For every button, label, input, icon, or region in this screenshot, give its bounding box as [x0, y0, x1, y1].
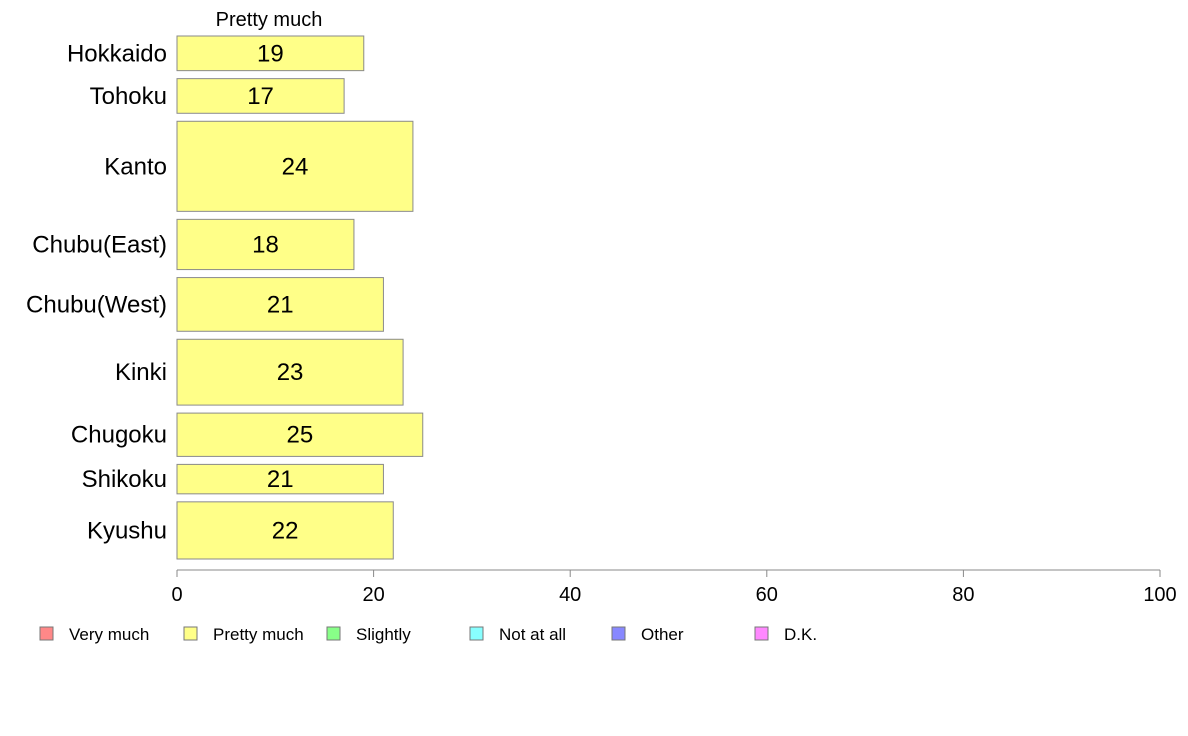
category-label: Kinki — [115, 359, 167, 386]
category-label: Kanto — [104, 153, 167, 180]
value-label: 17 — [247, 83, 274, 110]
category-label: Chugoku — [71, 422, 167, 449]
value-label: 21 — [267, 291, 294, 318]
category-label: Tohoku — [90, 83, 167, 110]
bar-kinki — [176, 338, 404, 406]
bar-tohoku — [176, 78, 345, 114]
value-label: 25 — [287, 422, 314, 449]
value-label: 19 — [257, 40, 284, 67]
legend-label: Slightly — [356, 625, 411, 644]
category-label: Hokkaido — [67, 40, 167, 67]
bar-chugoku — [176, 412, 424, 457]
legend-label: Pretty much — [213, 625, 304, 644]
legend-label: D.K. — [784, 625, 817, 644]
legend-swatch — [39, 626, 54, 641]
x-tick-label: 80 — [952, 584, 974, 606]
category-label: Chubu(West) — [26, 291, 167, 318]
legend-swatch — [611, 626, 626, 641]
legend-swatch — [326, 626, 341, 641]
value-label: 18 — [252, 231, 279, 258]
legend-swatch — [754, 626, 769, 641]
value-label: 21 — [267, 466, 294, 493]
x-tick-label: 60 — [756, 584, 778, 606]
legend-label: Very much — [69, 625, 149, 644]
category-label: Shikoku — [82, 466, 167, 493]
x-tick-label: 0 — [171, 584, 182, 606]
series-title: Pretty much — [216, 9, 323, 31]
bar-hokkaido — [176, 35, 365, 72]
value-label: 24 — [282, 153, 309, 180]
bar-shikoku — [176, 463, 384, 495]
bar-chubu-west- — [176, 277, 384, 332]
x-tick-label: 20 — [362, 584, 384, 606]
legend-swatch — [183, 626, 198, 641]
x-tick-label: 100 — [1143, 584, 1176, 606]
bar-chubu-east- — [176, 218, 355, 271]
legend-label: Not at all — [499, 625, 566, 644]
category-label: Chubu(East) — [32, 231, 167, 258]
bar-kanto — [176, 120, 414, 212]
value-label: 22 — [272, 517, 299, 544]
legend-swatch — [469, 626, 484, 641]
x-tick-label: 40 — [559, 584, 581, 606]
category-label: Kyushu — [87, 517, 167, 544]
legend-label: Other — [641, 625, 684, 644]
value-label: 23 — [277, 359, 304, 386]
bar-kyushu — [176, 501, 394, 560]
